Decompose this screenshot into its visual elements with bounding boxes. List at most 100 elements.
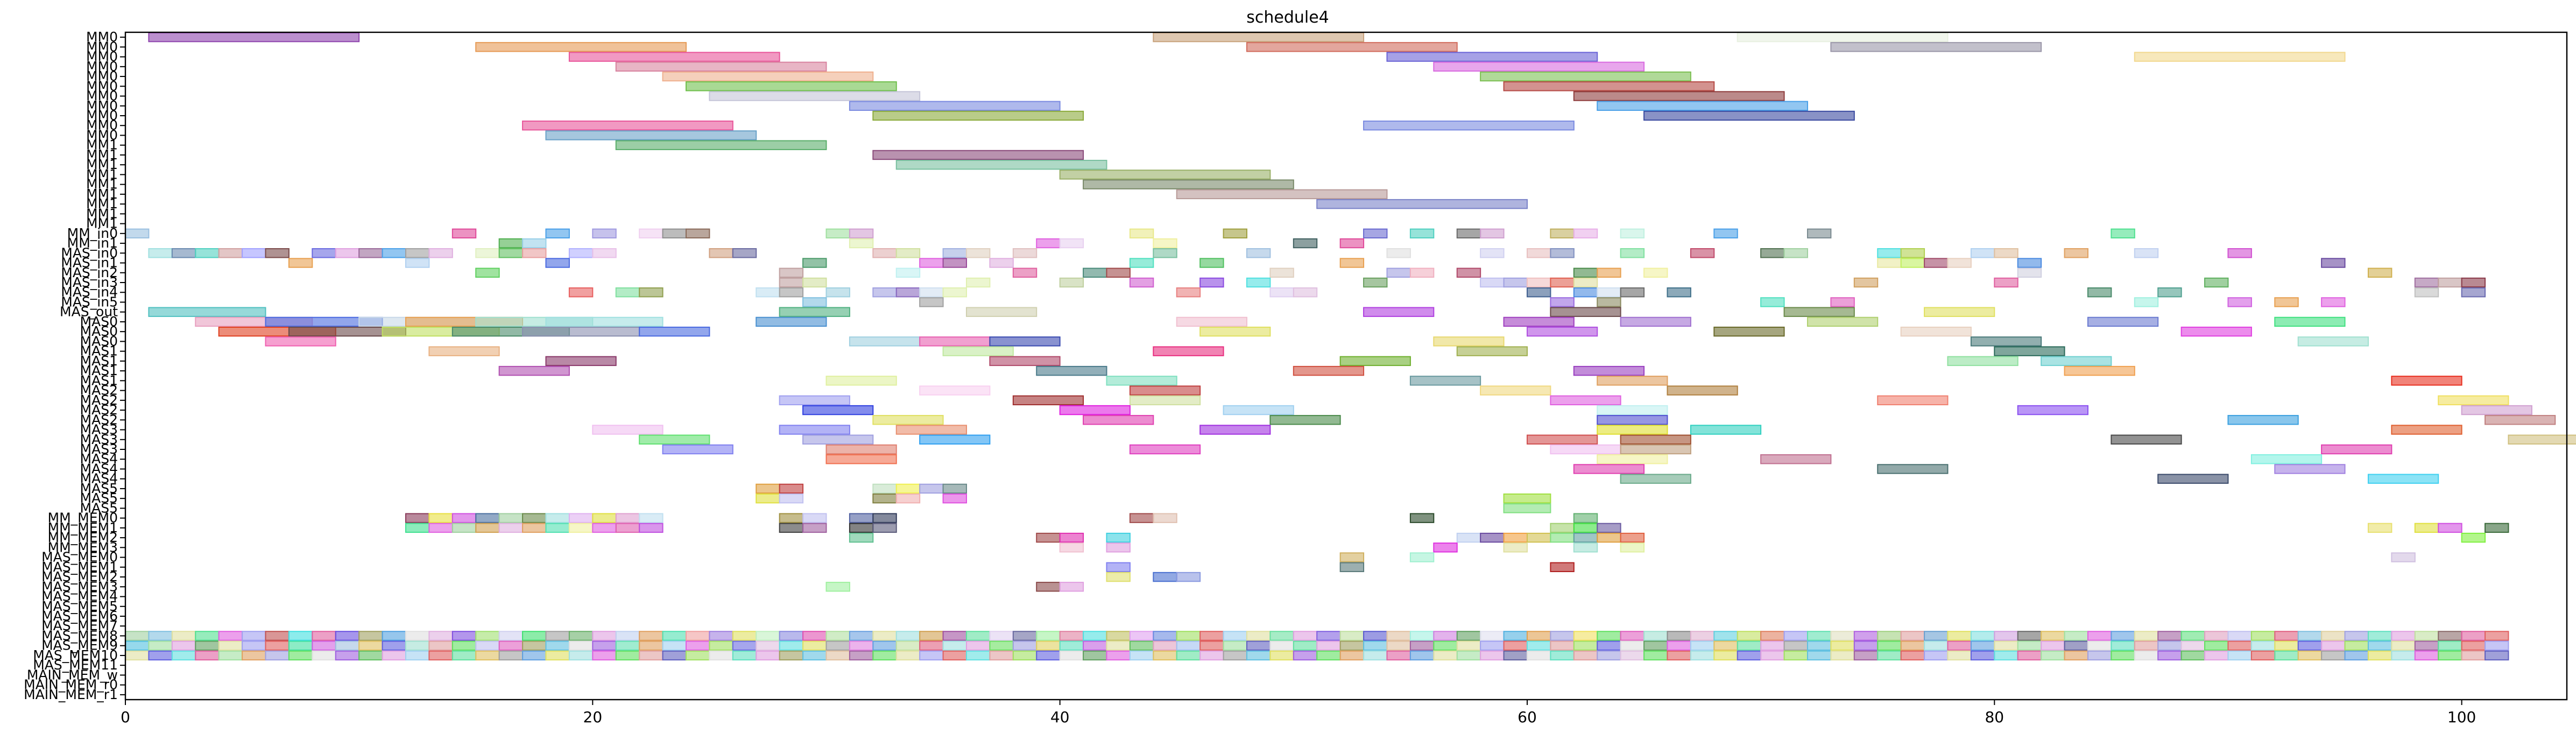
task-bar [2297, 336, 2369, 347]
y-tick-label: MAIN_MEM_r0 [24, 677, 118, 693]
y-tick-label: MM0 [86, 49, 118, 65]
task-bar [1550, 248, 1575, 258]
task-bar [779, 640, 804, 651]
task-bar [872, 650, 897, 661]
task-bar [2111, 434, 2182, 445]
y-tick-label: MM1 [86, 206, 118, 221]
task-bar [942, 258, 967, 268]
task-bar [265, 631, 290, 641]
task-bar [451, 650, 477, 661]
task-bar [1853, 277, 1879, 288]
y-tick-label: MAS_out [60, 304, 118, 320]
task-bar [568, 631, 594, 641]
task-bar [1994, 640, 2019, 651]
task-bar [849, 101, 1061, 111]
task-bar [592, 631, 617, 641]
task-bar [1806, 631, 1832, 641]
y-tick-label: MAS2 [80, 383, 118, 398]
task-bar [2321, 297, 2346, 307]
task-bar [895, 483, 921, 494]
task-bar [1223, 650, 1247, 661]
task-bar [1620, 287, 1645, 298]
y-tick-label: MM1 [86, 137, 118, 153]
task-bar [1176, 631, 1201, 641]
task-bar [615, 523, 640, 533]
task-bar [1223, 640, 1247, 651]
y-tick-label: MAS3 [80, 422, 118, 438]
task-bar [1970, 640, 1995, 651]
task-bar [732, 650, 757, 661]
task-bar [639, 650, 664, 661]
task-bar [1083, 650, 1107, 661]
task-bar [2180, 650, 2206, 661]
task-bar [1409, 631, 1435, 641]
task-bar [779, 483, 804, 494]
task-bar [2087, 631, 2112, 641]
task-bar [1059, 631, 1084, 641]
task-bar [498, 631, 524, 641]
task-bar [218, 650, 243, 661]
task-bar [1713, 228, 1738, 239]
task-bar [1363, 640, 1388, 651]
task-bar [1597, 640, 1621, 651]
task-bar [919, 336, 991, 347]
task-bar [2250, 650, 2276, 661]
task-bar [779, 287, 804, 298]
task-bar [335, 640, 360, 651]
task-bar [382, 248, 407, 258]
task-bar [615, 650, 640, 661]
task-bar [545, 631, 570, 641]
y-tick-label: MAS4 [80, 451, 118, 467]
task-bar [335, 248, 360, 258]
task-bar [989, 356, 1061, 366]
task-bar [242, 650, 266, 661]
task-bar [639, 513, 664, 523]
task-bar [2017, 258, 2042, 268]
task-bar [2134, 248, 2159, 258]
task-bar [1339, 631, 1365, 641]
task-bar [942, 650, 967, 661]
task-bar [1503, 277, 1528, 288]
y-tick-label: MAIN_MEM_w [27, 667, 118, 682]
task-bar [2321, 640, 2346, 651]
task-bar [405, 650, 430, 661]
task-bar [1550, 650, 1575, 661]
task-bar [1106, 376, 1177, 386]
task-bar [1456, 631, 1481, 641]
task-bar [1643, 110, 1855, 121]
task-bar [662, 640, 687, 651]
task-bar [1573, 287, 1598, 298]
task-bar [1806, 228, 1832, 239]
task-bar [1129, 650, 1154, 661]
y-tick-label: MM0 [86, 98, 118, 114]
task-bar [2227, 640, 2252, 651]
task-bar [1386, 631, 1411, 641]
y-tick-label: MM0 [86, 59, 118, 74]
task-bar [265, 650, 290, 661]
y-tick-label: MAS4 [80, 471, 118, 487]
task-bar [1573, 277, 1598, 288]
task-bar [825, 444, 897, 455]
task-bar [1783, 640, 1808, 651]
task-bar [1012, 248, 1038, 258]
task-bar [802, 513, 827, 523]
task-bar [1760, 640, 1785, 651]
task-bar [1036, 631, 1061, 641]
task-bar [779, 631, 804, 641]
task-bar [2180, 326, 2252, 337]
task-bar [1737, 650, 1762, 661]
task-bar [2367, 650, 2392, 661]
task-bar [2344, 631, 2369, 641]
y-tick-label: MAS_MEM6 [41, 608, 118, 624]
task-bar [2064, 631, 2088, 641]
task-bar [1830, 650, 1855, 661]
task-bar [965, 277, 991, 288]
task-bar [1433, 61, 1645, 72]
task-bar [2087, 287, 2112, 298]
task-bar [498, 513, 524, 523]
task-bar [2274, 316, 2346, 327]
task-bar [639, 326, 710, 337]
task-bar [942, 483, 967, 494]
task-bar [1059, 170, 1271, 180]
task-bar [358, 650, 383, 661]
